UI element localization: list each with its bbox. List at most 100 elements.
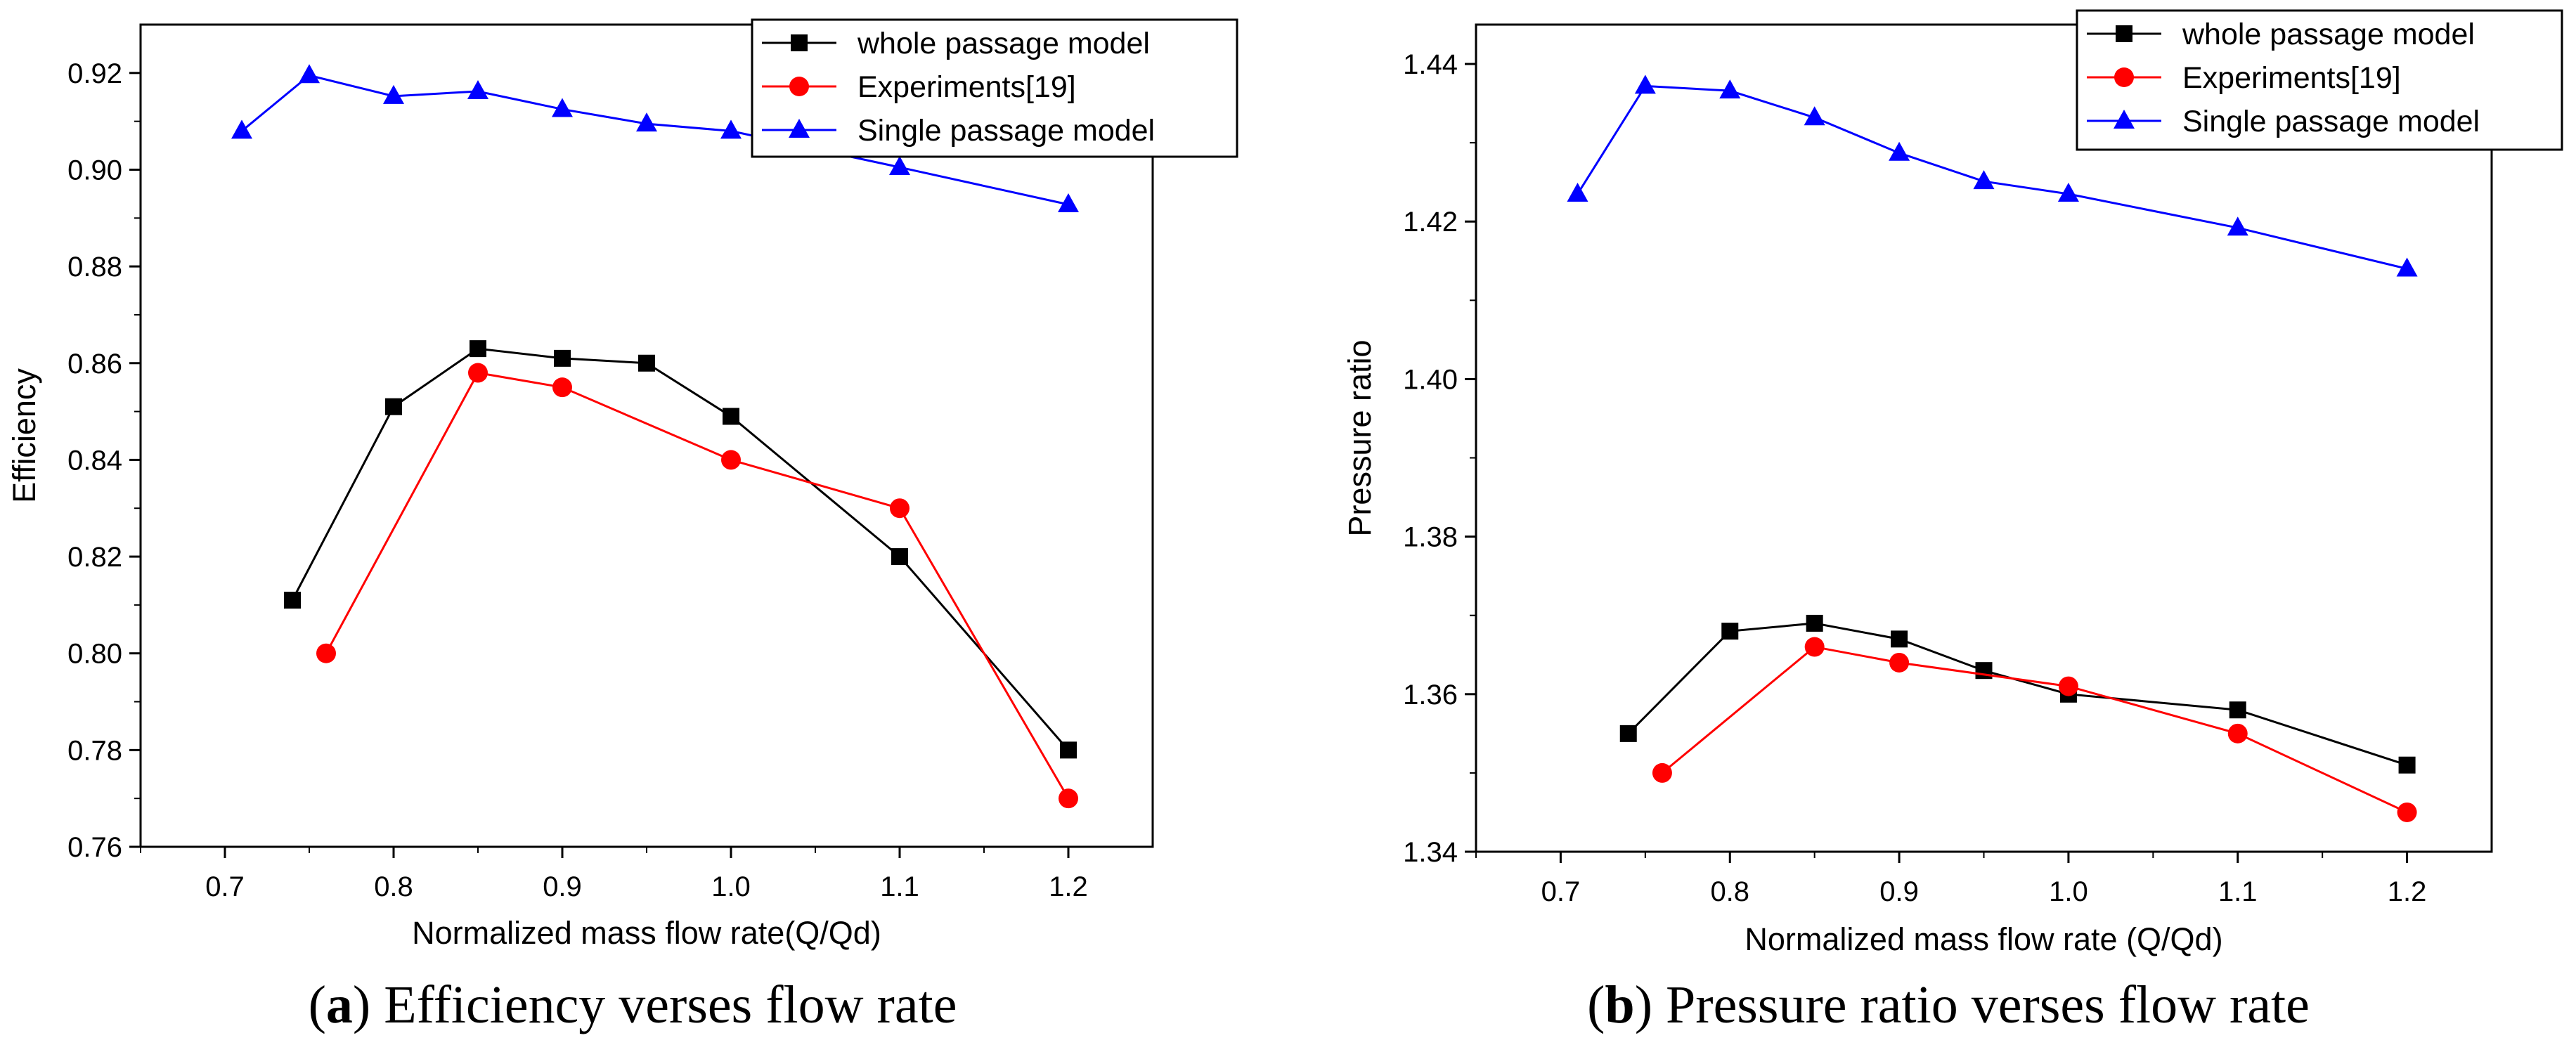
efficiency-chart-panel: 0.7 0.8 0.9 1.0 1.1 1.2 0.76 0.78 0.80 0.82 0.84 0.… [6, 18, 1238, 1034]
y-tick-label: 0.76 [67, 832, 122, 863]
x-tick-label: 0.9 [1879, 876, 1919, 907]
series-line [1661, 645, 2408, 814]
y-tick-label: 0.78 [67, 735, 122, 766]
data-point [1567, 183, 1588, 202]
data-point [1059, 788, 1078, 809]
data-point [1973, 170, 1995, 190]
legend-marker [2116, 25, 2132, 42]
x-tick-label: 0.7 [1541, 876, 1581, 907]
legend-label: Experiments[19] [857, 70, 1076, 104]
data-point [720, 119, 742, 139]
x-tick-label: 1.2 [1049, 871, 1088, 902]
data-point [1652, 762, 1672, 783]
series-triangle [1567, 74, 2418, 277]
x-tick-label: 0.8 [374, 871, 413, 902]
data-point [891, 548, 908, 566]
legend-label: whole passage model [857, 27, 1150, 60]
series-square [284, 340, 1077, 759]
y-axis-title: Efficiency [6, 368, 42, 503]
y-tick-label: 1.38 [1403, 522, 1458, 553]
y-tick-label: 0.86 [67, 349, 122, 379]
series-circle [1652, 637, 2417, 822]
x-tick-label: 1.2 [2388, 876, 2427, 907]
y-tick-label: 1.42 [1403, 207, 1458, 238]
legend-marker [2114, 110, 2135, 129]
legend-label: whole passage model [2182, 18, 2475, 51]
data-point [1721, 623, 1739, 640]
data-point [299, 64, 320, 84]
y-tick-label: 0.80 [67, 639, 122, 670]
data-point [1719, 79, 1741, 99]
data-point [1804, 106, 1825, 126]
data-point [723, 408, 739, 425]
x-tick-label: 0.8 [1710, 876, 1749, 907]
data-point [468, 363, 488, 383]
caption-text: Pressure ratio verses flow rate [1666, 975, 2310, 1034]
data-point [231, 119, 252, 139]
data-point [1889, 141, 1910, 161]
data-point [2229, 701, 2246, 719]
caption-paren-open: ( [1587, 975, 1605, 1034]
y-tick-label: 1.44 [1403, 49, 1458, 80]
legend-marker [791, 34, 808, 51]
series-line [325, 371, 1070, 799]
data-point [552, 377, 572, 398]
x-tick-label: 1.1 [880, 871, 919, 902]
data-point [636, 112, 657, 132]
caption-paren-open: ( [309, 975, 326, 1034]
data-point [2398, 756, 2416, 774]
x-tick-label: 0.7 [205, 871, 245, 902]
caption-paren-close: ) [1635, 975, 1666, 1034]
y-tick-label: 0.88 [67, 252, 122, 283]
x-tick-label: 1.0 [711, 871, 751, 902]
y-tick-label: 0.90 [67, 155, 122, 186]
y-tick-label: 0.82 [67, 542, 122, 573]
caption-label: a [326, 975, 353, 1034]
legend-label: Single passage model [2182, 105, 2480, 138]
y-axis-title: Pressure ratio [1342, 339, 1378, 536]
data-point [1975, 662, 1993, 680]
x-axis-title: Normalized mass flow rate (Q/Qd) [1745, 921, 2222, 957]
data-point [1058, 193, 1079, 213]
data-point [1634, 74, 1656, 94]
series-square [1619, 614, 2416, 774]
y-tick-label: 0.84 [67, 445, 122, 476]
data-point [383, 84, 404, 104]
data-point [2227, 723, 2248, 743]
data-point [1804, 637, 1825, 657]
series-line [1627, 622, 2408, 767]
legend-label: Single passage model [857, 114, 1155, 148]
data-point [554, 349, 571, 367]
figure-caption: (b) Pressure ratio verses flow rate [1587, 975, 2310, 1034]
data-point [2058, 676, 2078, 696]
x-tick-label: 1.0 [2049, 876, 2088, 907]
series-circle [316, 363, 1078, 809]
data-point [2057, 183, 2079, 202]
data-point [385, 398, 402, 415]
series-line [291, 347, 1070, 751]
data-point [2396, 257, 2418, 277]
y-tick-label: 1.36 [1403, 680, 1458, 710]
pressure-ratio-chart-panel: 0.7 0.8 0.9 1.0 1.1 1.2 1.34 1.36 1.38 1.40 1.42 1.… [1342, 9, 2563, 1034]
data-point [721, 450, 741, 470]
y-tick-label: 1.34 [1403, 837, 1458, 868]
data-point [1889, 652, 1910, 673]
data-point [1891, 630, 1908, 648]
figure-caption: (a) Efficiency verses flow rate [309, 975, 957, 1034]
legend-marker [789, 119, 810, 138]
x-tick-label: 0.9 [543, 871, 582, 902]
data-point [889, 156, 910, 176]
x-axis-title: Normalized mass flow rate(Q/Qd) [412, 915, 881, 951]
legend-marker [789, 77, 809, 96]
data-point [1619, 725, 1637, 742]
data-point [467, 79, 488, 99]
data-point [638, 354, 655, 372]
legend-label: Experiments[19] [2182, 61, 2401, 95]
data-point [890, 498, 910, 519]
y-tick-label: 1.40 [1403, 364, 1458, 395]
data-point [552, 98, 573, 117]
caption-paren-close: ) [353, 975, 384, 1034]
data-point [2227, 216, 2248, 236]
data-point [284, 592, 301, 609]
